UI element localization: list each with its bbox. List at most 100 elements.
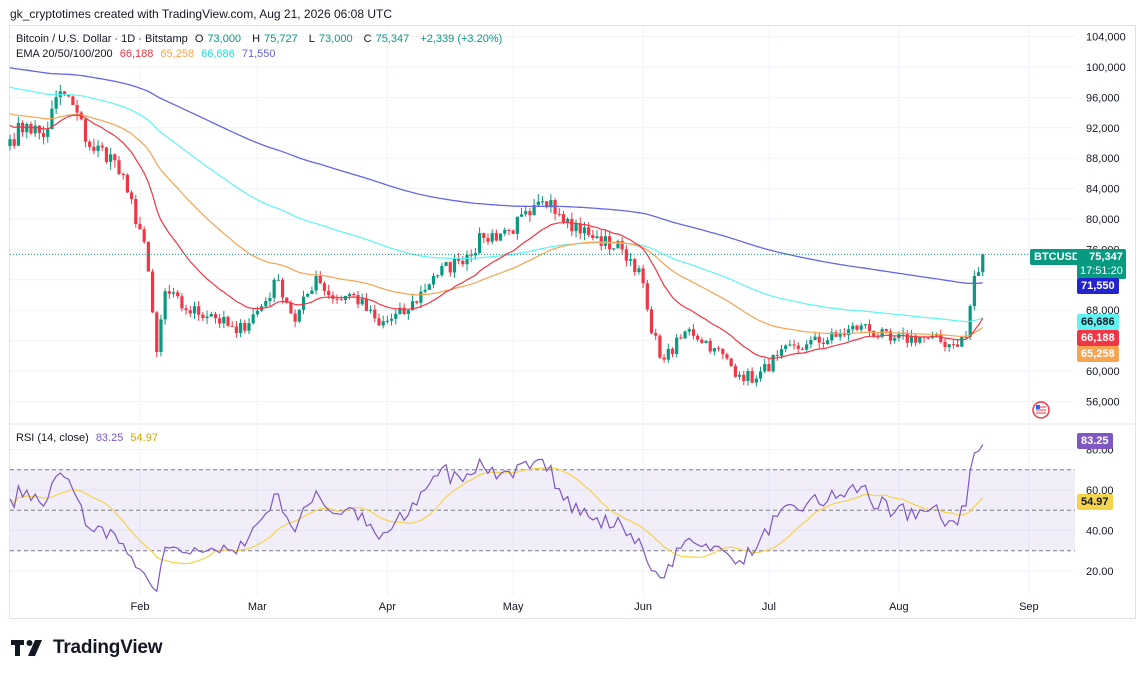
candle-body bbox=[243, 322, 247, 331]
candle-body bbox=[939, 334, 943, 342]
candle-body bbox=[8, 139, 12, 147]
candle-body bbox=[368, 309, 373, 311]
candle-body bbox=[687, 329, 691, 332]
candle-body bbox=[809, 340, 813, 345]
candle-body bbox=[846, 329, 851, 336]
candle-body bbox=[826, 340, 830, 344]
ema100-tag: 66,686 bbox=[1077, 314, 1119, 330]
candle-body bbox=[599, 236, 603, 246]
price-tick-label: 92,000 bbox=[1086, 123, 1120, 135]
candle-body bbox=[280, 279, 285, 298]
candle-body bbox=[25, 124, 29, 133]
candle-body bbox=[16, 122, 20, 146]
candle-body bbox=[708, 340, 712, 352]
candle-body bbox=[519, 214, 524, 217]
candle-body bbox=[566, 219, 570, 223]
candle-body bbox=[649, 309, 654, 333]
candle-body bbox=[54, 97, 58, 109]
candle-body bbox=[289, 302, 293, 314]
candle-body bbox=[104, 147, 109, 162]
candle-body bbox=[146, 241, 150, 272]
candle-body bbox=[398, 307, 402, 314]
brand-name: TradingView bbox=[53, 637, 163, 658]
candle-body bbox=[767, 364, 771, 372]
ema20-tag: 66,188 bbox=[1077, 330, 1119, 346]
rsi-tick-label: 40.00 bbox=[1086, 526, 1114, 538]
ema200-tag: 71,550 bbox=[1077, 278, 1119, 294]
candle-body bbox=[830, 332, 834, 341]
candle-body bbox=[540, 201, 545, 203]
candle-body bbox=[335, 298, 339, 300]
time-tick-label: Jul bbox=[762, 601, 776, 613]
price-tick-label: 84,000 bbox=[1086, 184, 1120, 196]
candle-body bbox=[851, 325, 855, 330]
open-key: O bbox=[194, 33, 204, 45]
candle-body bbox=[377, 318, 381, 326]
candle-body bbox=[192, 306, 197, 314]
candle-body bbox=[503, 230, 507, 234]
candle-body bbox=[742, 374, 746, 382]
candle-body bbox=[448, 262, 452, 273]
candle-body bbox=[943, 341, 947, 348]
price-tag-value: 75,347 bbox=[1089, 251, 1123, 263]
candle-body bbox=[163, 291, 167, 320]
candle-body bbox=[419, 291, 423, 303]
low-key: L bbox=[308, 33, 315, 45]
candle-body bbox=[159, 319, 163, 352]
candle-body bbox=[310, 290, 314, 295]
candle-body bbox=[142, 229, 146, 242]
candle-body bbox=[591, 235, 595, 238]
time-tick-label: Apr bbox=[379, 601, 396, 613]
candle-body bbox=[918, 336, 922, 343]
candle-body bbox=[746, 371, 750, 382]
candle-body bbox=[436, 275, 440, 277]
candle-body bbox=[188, 310, 192, 314]
chart-frame bbox=[9, 25, 1136, 619]
candle-body bbox=[603, 236, 607, 246]
candle-body bbox=[272, 279, 276, 299]
candle-body bbox=[587, 227, 591, 236]
ohlc-low: L 73,000 bbox=[309, 33, 357, 45]
candle-body bbox=[155, 312, 159, 352]
candle-body bbox=[691, 329, 696, 336]
candle-body bbox=[360, 298, 364, 305]
candle-body bbox=[683, 331, 687, 339]
candle-body bbox=[637, 268, 641, 273]
candle-body bbox=[981, 254, 985, 273]
candle-body bbox=[729, 358, 733, 366]
time-tick-label: Sep bbox=[1019, 601, 1039, 613]
rsi-ma-line bbox=[9, 467, 984, 565]
price-tick-label: 80,000 bbox=[1086, 214, 1120, 226]
price-tick-label: 96,000 bbox=[1086, 92, 1120, 104]
candle-body bbox=[352, 293, 356, 295]
high-key: H bbox=[252, 33, 261, 45]
candle-body bbox=[872, 330, 876, 337]
countdown-value: 17:51:20 bbox=[1080, 265, 1123, 277]
candle-body bbox=[704, 340, 708, 343]
candle-body bbox=[624, 249, 628, 261]
candle-body bbox=[758, 371, 763, 379]
candle-body bbox=[113, 154, 117, 161]
candle-body bbox=[557, 213, 561, 215]
candle-body bbox=[574, 223, 578, 232]
low-value: 73,000 bbox=[318, 33, 353, 45]
candle-body bbox=[385, 320, 389, 322]
candle-body bbox=[389, 318, 394, 321]
open-value: 73,000 bbox=[207, 33, 242, 45]
ema200-line bbox=[9, 67, 983, 285]
candle-body bbox=[490, 233, 494, 242]
candle-body bbox=[373, 309, 377, 319]
candle-body bbox=[955, 344, 960, 347]
candle-body bbox=[197, 306, 201, 315]
price-tick-label: 104,000 bbox=[1086, 32, 1126, 44]
time-tick-label: Aug bbox=[889, 601, 909, 613]
candle-body bbox=[926, 337, 930, 339]
candle-body bbox=[700, 339, 704, 343]
candle-body bbox=[616, 240, 620, 249]
candle-body bbox=[134, 199, 138, 225]
candle-body bbox=[440, 266, 444, 276]
time-tick-label: Feb bbox=[130, 601, 149, 613]
candle-body bbox=[775, 354, 779, 356]
candle-body bbox=[784, 345, 788, 350]
